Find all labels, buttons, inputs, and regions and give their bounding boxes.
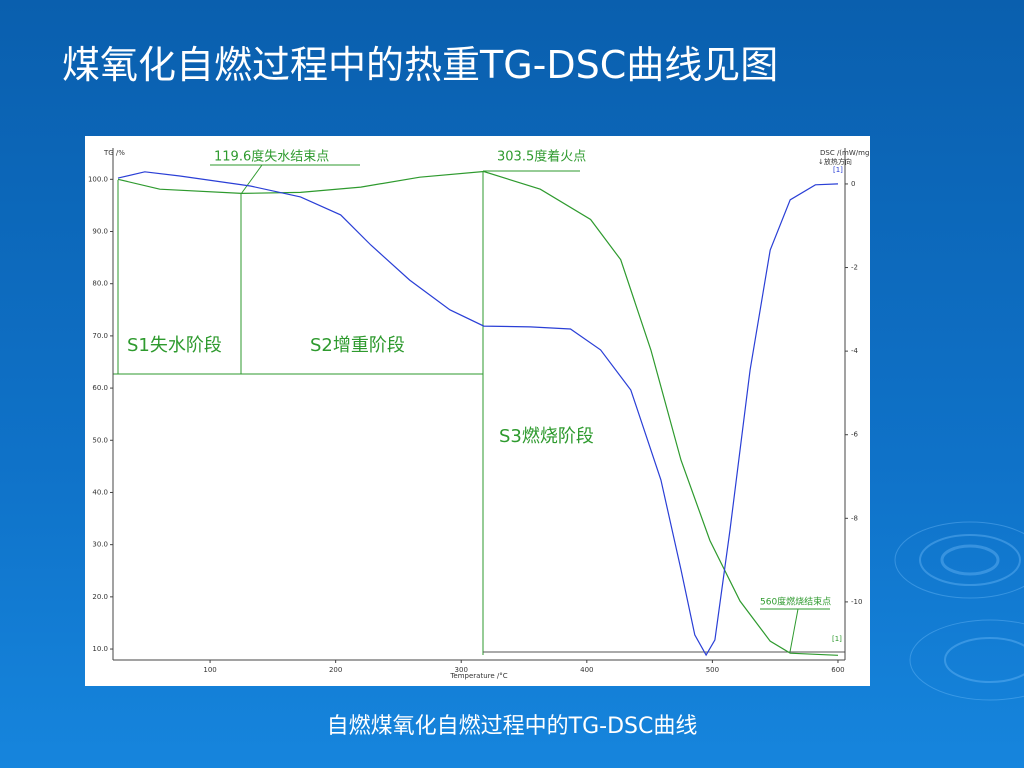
x-tick-label: 300 [455,666,468,674]
y2-note: ↓放热方向 [818,157,852,166]
y-tick-label: 100.0 [88,175,108,183]
x-axis-label: Temperature /°C [449,672,507,680]
annotation: 303.5度着火点 [497,149,586,165]
y-tick-label: 40.0 [92,488,108,496]
annotation: 119.6度失水结束点 [214,149,329,165]
x-tick-label: 200 [329,666,342,674]
y2-tick-label: -10 [851,598,862,606]
series-tag: [1] [833,166,843,174]
y-tick-label: 60.0 [92,384,108,392]
annotation: S3燃烧阶段 [499,426,594,447]
y-tick-label: 70.0 [92,332,108,340]
y-tick-label: 10.0 [92,645,108,653]
guide-lines [113,164,830,655]
y-tick-label: 20.0 [92,593,108,601]
y-tick-label: 50.0 [92,436,108,444]
annotation: S2增重阶段 [310,335,405,356]
annotation: 560度燃烧结束点 [760,596,831,608]
y2-tick-label: -8 [851,514,858,522]
y2-tick-label: -6 [851,431,859,439]
x-tick-label: 500 [706,666,719,674]
y-tick-label: 80.0 [92,280,108,288]
slide-title: 煤氧化自燃过程中的热重TG-DSC曲线见图 [62,43,779,87]
chart: 119.6度失水结束点 303.5度着火点 S1失水阶段 S2增重阶段 S3燃烧… [85,136,870,686]
line [117,170,839,656]
y-tick-label: 90.0 [92,228,108,236]
y2-tick-label: 0 [851,180,855,188]
caption: 自燃煤氧化自燃过程中的TG-DSC曲线 [326,714,698,739]
y2-tick-label: -4 [851,347,859,355]
series-tag: [1] [832,635,842,643]
x-tick-label: 600 [831,666,844,674]
x-tick-label: 400 [580,666,593,674]
line [117,171,839,657]
y2-tick-label: -2 [851,264,858,272]
annotation: S1失水阶段 [127,335,222,356]
y-axis-label: TG /% [103,149,125,157]
x-tick-label: 100 [203,666,216,674]
y-tick-label: 30.0 [92,541,108,549]
